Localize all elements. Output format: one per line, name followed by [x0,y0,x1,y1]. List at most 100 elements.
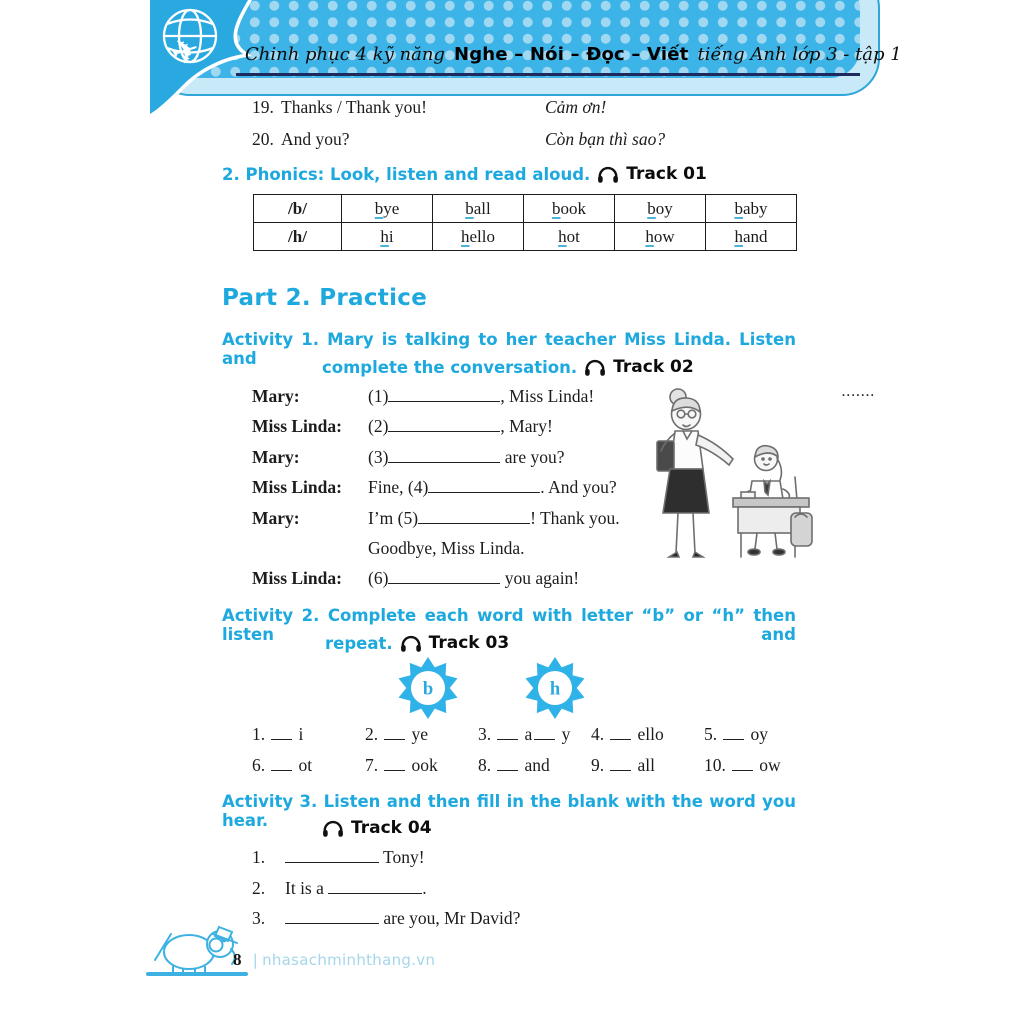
page-title: Chinh phục 4 kỹ năng Nghe – Nói – Đọc – … [245,44,902,65]
corner-dots: ....... [842,385,876,399]
word-item: 10. ow [704,755,781,775]
headphones-icon [400,635,421,652]
dialogue-text: Goodbye, Miss Linda. [368,537,525,558]
footer-divider [146,972,248,976]
item-number: 2. [365,724,379,744]
title-suffix: tiếng Anh lớp 3 - tập 1 [697,44,902,65]
phonics-heading-row: 2. Phonics: Look, listen and read aloud.… [222,164,707,184]
item-number: 7. [365,755,379,775]
blank-line [428,477,541,494]
footer: 8 | nhasachminhthang.vn [233,950,435,970]
blank-line [534,725,556,740]
elephant-logo [154,925,238,975]
fill-text: Tony! [285,847,425,878]
blank-line [388,568,501,585]
conversation-row: Mary: (1), Miss Linda! [252,386,692,416]
footer-site: nhasachminhthang.vn [262,951,436,969]
blank-line [271,756,293,771]
activity1-heading-line1: Activity 1. Mary is talking to her teach… [222,330,796,368]
word-cell: boy [614,194,706,223]
speaker-name: Miss Linda: [252,477,342,498]
blank-line [610,725,632,740]
speaker-name: Mary: [252,386,300,406]
item-number: 6. [252,755,266,775]
word-cell: bye [341,194,433,223]
speaker-name: Mary: [252,507,300,528]
conversation-row: Miss Linda: (2), Mary! [252,416,692,446]
vocab-vietnamese: Cảm ơn! [545,97,607,117]
track-label: Track 01 [626,164,707,184]
activity1-heading-line2: complete the conversation. Track 02 [322,357,694,377]
headphones-icon [585,359,606,376]
dialogue-text: (1), Miss Linda! [368,386,595,406]
word-row-1: 1. i 2. ye 3. a y 4. ello 5. oy [252,724,812,745]
vocab-number: 20. [252,128,274,149]
blank-line [731,756,753,771]
word-cell: hand [705,222,797,251]
part2-heading: Part 2. Practice [222,285,428,311]
track-label: Track 02 [613,357,694,377]
dialogue-text: (6) you again! [368,568,580,589]
headphones-icon [598,166,619,183]
blank-line [497,756,519,771]
speaker-name: Miss Linda: [252,568,342,589]
blank-line [418,508,531,524]
phonics-table: /b/bye ball book boy baby/h/hi hello hot how han… [253,194,797,251]
item-number: 10. [704,755,726,775]
word-cell: hot [523,222,615,251]
word-cell: ball [432,194,524,223]
word-cell: how [614,222,706,251]
blank-line [328,878,423,894]
vocab-english: Thanks / Thank you! [281,97,427,117]
blank-line [384,725,406,740]
item-number: 5. [704,724,718,744]
dialogue-text: (2), Mary! [368,416,553,437]
letter-badges: b h [397,657,586,719]
blank-line [610,756,632,771]
blank-line [271,725,293,740]
title-prefix: Chinh phục 4 kỹ năng [245,44,445,65]
badge-letter: h [550,679,561,700]
teacher-student-illustration [656,388,813,558]
word-item: 8. and [478,755,550,775]
dialogue-text: Fine, (4). And you? [368,477,617,498]
conversation-row: Mary: I’m (5)! Thank you. [252,508,692,538]
headphones-icon [323,820,343,837]
item-number: 4. [591,724,605,744]
activity2-heading-text: repeat. [325,633,393,653]
item-number: 3. [478,724,492,744]
word-item: 6. ot [252,755,313,775]
item-number: 2. [252,877,266,898]
fill-in-items: 1. Tony! 2. It is a . 3. are you, Mr David? [252,847,520,939]
conversation-row: Miss Linda: (6) you again! [252,568,692,598]
vocab-number: 19. [252,97,274,117]
blank-line [384,756,406,771]
footer-page-number: 8 [233,950,242,969]
corner-swoosh: ✈ [150,0,253,119]
table-row: /h/hi hello hot how hand [253,222,797,251]
dialogue-text: I’m (5)! Thank you. [368,507,620,528]
conversation-row: Miss Linda: Fine, (4). And you? [252,477,692,507]
vocab-english: And you? [281,128,350,149]
track-label: Track 03 [428,633,510,653]
blank-line [723,725,745,740]
phonics-heading: 2. Phonics: Look, listen and read aloud. [222,164,591,184]
fill-text: It is a . [285,877,427,898]
vocab-vietnamese: Còn bạn thì sao? [545,128,666,149]
fill-item: 3. are you, Mr David? [252,908,520,939]
letter-badge-h: h [525,657,585,719]
word-item: 9. all [591,755,655,775]
activity3-heading-line2: Track 04 [322,818,432,838]
speaker-name: Miss Linda: [252,416,342,437]
word-cell: hi [341,222,433,251]
vocab-list: 19. Thanks / Thank you! Cảm ơn! 20. And you?… [252,97,832,160]
vocab-item: 19. Thanks / Thank you! Cảm ơn! [252,97,832,129]
fill-item: 1. Tony! [252,847,520,878]
banner-dotted-panel [160,0,860,78]
word-item: 3. a y [478,724,571,744]
fill-text: are you, Mr David? [285,908,520,939]
item-number: 8. [478,755,492,775]
word-cell: book [523,194,615,223]
blank-line [285,908,379,924]
word-item: 4. ello [591,724,664,744]
